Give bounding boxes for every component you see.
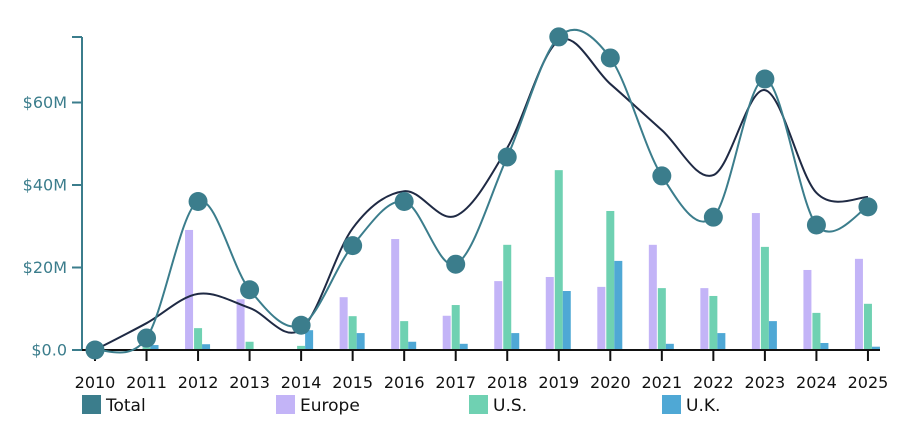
bar-europe-2016: [391, 239, 400, 350]
bar-u-k-2021: [665, 343, 674, 350]
x-tick-label: 2011: [126, 373, 167, 392]
legend-item-europe[interactable]: Europe: [276, 395, 360, 416]
bar-u-k-2011: [150, 345, 159, 350]
x-tick-label: 2025: [848, 373, 889, 392]
marker-total-2016[interactable]: [394, 192, 414, 211]
bar-europe-2017: [442, 315, 451, 350]
bar-u-k-2023: [768, 321, 777, 350]
legend-swatch: [469, 395, 488, 414]
marker-total-2013[interactable]: [240, 280, 260, 300]
y-ticks: $0.0 $20M $40M $60M: [23, 93, 82, 360]
bar-u-k-2024: [820, 342, 829, 350]
bar-u-k-2020: [614, 260, 623, 350]
bar-u-s-2011: [142, 347, 151, 350]
markers-layer: [85, 27, 878, 360]
bar-u-k-2019: [562, 291, 571, 350]
x-tick-label: 2023: [745, 373, 786, 392]
bar-europe-2021: [648, 244, 657, 350]
bar-u-k-2012: [202, 344, 211, 350]
marker-total-2020[interactable]: [600, 48, 620, 68]
bar-u-k-2014: [305, 330, 314, 350]
x-tick-label: 2013: [229, 373, 270, 392]
bar-europe-2020: [597, 286, 606, 350]
marker-total-2017[interactable]: [446, 254, 466, 274]
marker-total-2021[interactable]: [652, 166, 672, 186]
y-tick-label: $60M: [23, 93, 67, 112]
bar-europe-2025: [854, 258, 863, 350]
bar-europe-2013: [236, 299, 245, 350]
bar-u-s-2014: [297, 345, 306, 350]
x-tick-label: 2016: [384, 373, 425, 392]
marker-total-2010[interactable]: [85, 340, 105, 360]
x-tick-label: 2014: [281, 373, 322, 392]
marker-total-2014[interactable]: [291, 315, 311, 335]
bar-u-s-2012: [194, 328, 203, 350]
legend-item-u-s[interactable]: U.S.: [469, 395, 527, 416]
legend-item-u-k[interactable]: U.K.: [662, 395, 720, 416]
bar-europe-2018: [494, 281, 503, 350]
legend-label: Total: [105, 396, 146, 416]
y-tick-label: $20M: [23, 258, 67, 277]
bar-europe-2015: [339, 297, 348, 350]
bar-u-s-2016: [400, 321, 409, 350]
bar-u-s-2025: [863, 303, 872, 350]
marker-total-2012[interactable]: [188, 192, 208, 211]
bar-u-k-2015: [356, 333, 365, 350]
legend-label: Europe: [300, 396, 360, 416]
x-tick-label: 2015: [332, 373, 373, 392]
x-tick-label: 2010: [75, 373, 116, 392]
x-tick-label: 2024: [796, 373, 837, 392]
legend-label: U.S.: [493, 396, 527, 416]
legend-swatch: [276, 395, 295, 414]
x-tick-label: 2020: [590, 373, 631, 392]
bar-europe-2012: [185, 229, 194, 350]
bar-europe-2023: [751, 213, 760, 350]
bar-u-k-2018: [511, 333, 520, 350]
bar-u-s-2024: [812, 312, 821, 350]
bar-u-s-2013: [245, 341, 254, 350]
legend-swatch: [662, 395, 681, 414]
x-tick-label: 2021: [641, 373, 682, 392]
bar-u-k-2025: [871, 346, 880, 350]
x-tick-label: 2017: [435, 373, 476, 392]
bar-u-s-2015: [348, 316, 357, 350]
marker-total-2011[interactable]: [137, 328, 157, 348]
marker-total-2015[interactable]: [343, 236, 363, 256]
x-tick-label: 2019: [538, 373, 579, 392]
bar-u-s-2023: [760, 246, 769, 350]
marker-total-2022[interactable]: [703, 207, 723, 227]
bar-europe-2019: [545, 276, 554, 350]
bar-u-s-2022: [709, 295, 718, 350]
marker-total-2025[interactable]: [858, 197, 878, 217]
marker-total-2024[interactable]: [806, 215, 826, 235]
bar-u-s-2020: [606, 210, 615, 350]
x-tick-label: 2012: [178, 373, 219, 392]
y-tick-label: $40M: [23, 176, 67, 195]
bar-europe-2024: [803, 269, 812, 350]
marker-total-2023[interactable]: [755, 69, 775, 89]
bar-u-k-2022: [717, 333, 726, 350]
x-tick-label: 2018: [487, 373, 528, 392]
bar-u-s-2021: [657, 288, 666, 350]
axes: [72, 36, 880, 351]
bar-u-k-2017: [459, 343, 468, 350]
x-tick-label: 2022: [693, 373, 734, 392]
bar-u-s-2018: [503, 244, 512, 350]
legend-label: U.K.: [686, 396, 720, 416]
y-tick-label: $0.0: [31, 341, 67, 360]
line-total: [94, 28, 869, 354]
legend-swatch: [82, 395, 101, 414]
marker-total-2018[interactable]: [497, 147, 517, 167]
x-ticks: 2010 2011 2012 2013 2014 2015 2016 2017 2018 2019…: [75, 350, 889, 392]
marker-total-2019[interactable]: [549, 27, 569, 47]
legend: Total Europe U.S. U.K.: [82, 395, 720, 416]
bar-u-s-2017: [451, 305, 460, 350]
bars-layer: [142, 170, 880, 350]
legend-item-total[interactable]: Total: [82, 395, 146, 416]
bar-europe-2022: [700, 288, 709, 350]
bar-u-k-2016: [408, 341, 417, 350]
bar-u-s-2019: [554, 170, 563, 350]
